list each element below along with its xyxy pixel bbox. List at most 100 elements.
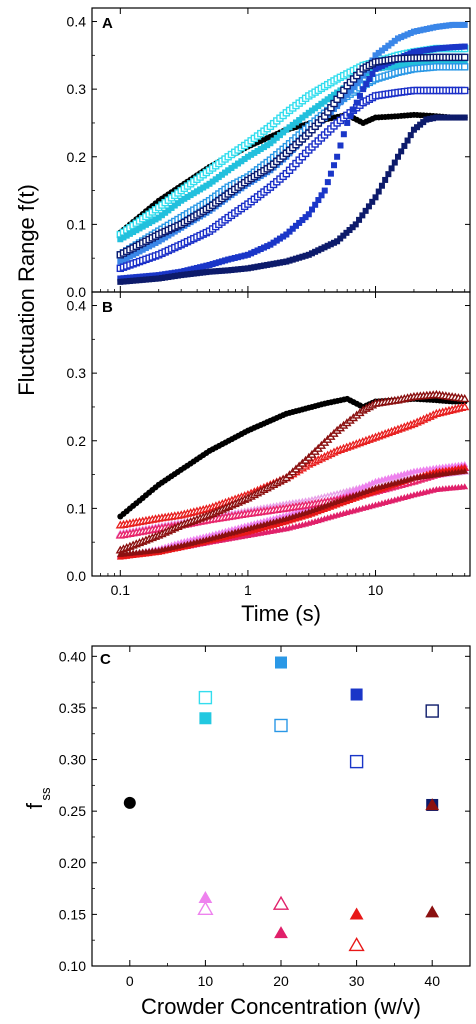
data-point (178, 272, 185, 279)
data-point (120, 278, 127, 285)
data-point (222, 267, 229, 274)
data-point (425, 905, 440, 918)
data-point (375, 64, 382, 71)
data-point (254, 147, 261, 154)
data-point (343, 229, 350, 236)
data-point (251, 149, 258, 156)
data-point (366, 69, 373, 76)
data-point (222, 169, 229, 176)
data-point (461, 464, 469, 471)
data-point (225, 167, 232, 174)
data-point (446, 22, 453, 29)
data-point (347, 113, 354, 120)
y-tick-label: 0.2 (67, 149, 87, 165)
data-point (359, 212, 366, 219)
data-point (152, 216, 159, 223)
data-point (184, 267, 191, 274)
data-point (162, 234, 169, 241)
data-point (439, 45, 446, 52)
data-point (212, 260, 219, 267)
data-point (283, 126, 290, 133)
data-point (299, 114, 306, 121)
data-point (274, 718, 288, 733)
data-point (117, 278, 124, 285)
data-point (171, 202, 178, 209)
data-point (372, 194, 379, 201)
data-point (197, 900, 214, 916)
data-point (385, 42, 392, 49)
data-point (461, 114, 468, 121)
data-point (126, 253, 133, 260)
data-point (155, 238, 162, 245)
data-point (260, 244, 267, 251)
data-point (218, 171, 225, 178)
data-point (461, 467, 469, 474)
data-point (308, 250, 315, 257)
data-point (215, 268, 222, 275)
data-point (248, 250, 255, 257)
data-point (302, 252, 309, 259)
data-point (461, 483, 469, 490)
data-point (280, 233, 287, 240)
data-point (215, 259, 222, 266)
data-point (149, 272, 156, 279)
data-point (461, 86, 469, 95)
data-point (436, 114, 443, 121)
data-point (264, 261, 271, 268)
data-point (146, 220, 153, 227)
data-point (449, 21, 456, 28)
data-point (289, 256, 296, 263)
data-point (162, 271, 169, 278)
data-point (215, 174, 222, 181)
data-point (324, 96, 331, 103)
data-point (199, 712, 212, 725)
data-point (276, 259, 283, 266)
data-point (155, 272, 162, 279)
data-point (417, 47, 424, 54)
data-point (382, 45, 389, 52)
data-point (276, 132, 283, 139)
data-point (305, 109, 312, 116)
data-point (206, 180, 213, 187)
data-point (312, 248, 319, 255)
data-point (391, 37, 398, 44)
x-tick-label: 40 (424, 973, 440, 989)
data-point (349, 754, 364, 769)
data-point (257, 246, 264, 253)
data-point (238, 266, 245, 273)
data-point (461, 59, 468, 66)
data-point (302, 214, 309, 221)
data-point (433, 45, 440, 52)
data-point (305, 211, 312, 218)
data-point (330, 91, 337, 98)
data-point (174, 272, 181, 279)
data-point (455, 59, 462, 66)
data-point (130, 251, 137, 258)
plot-frame (91, 291, 471, 577)
data-point (162, 209, 169, 216)
data-point (404, 31, 411, 38)
data-point (280, 259, 287, 266)
data-point (276, 235, 283, 242)
data-point (350, 688, 363, 701)
data-point (165, 270, 172, 277)
data-point (296, 117, 303, 124)
data-point (442, 114, 449, 121)
panel-a: 0.0 0.1 0.2 0.3 0.4 A Fluctuation Range f(t) (14, 7, 471, 396)
y-tick-label: 0.3 (67, 365, 87, 381)
data-point (414, 124, 421, 131)
data-point (366, 76, 373, 82)
data-point (130, 277, 137, 284)
data-point (187, 192, 194, 199)
data-point (352, 221, 359, 228)
plot-frame (91, 645, 471, 967)
data-point (458, 114, 465, 121)
data-point (139, 273, 146, 280)
data-point (248, 264, 255, 271)
data-point (410, 60, 417, 67)
data-point (158, 236, 165, 243)
data-point (327, 170, 334, 177)
data-point (152, 239, 159, 246)
data-point (142, 276, 149, 283)
data-point (146, 276, 153, 283)
